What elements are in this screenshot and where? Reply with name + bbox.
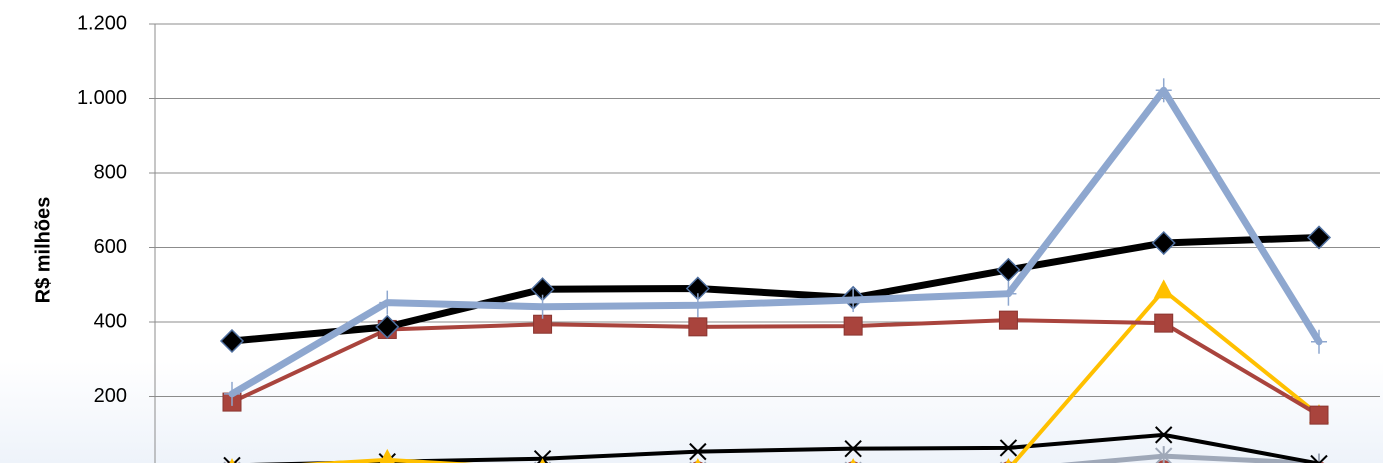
data-point-x-b	[1155, 426, 1173, 444]
data-point-square	[1154, 313, 1174, 333]
data-point-x-b	[232, 456, 241, 463]
data-point-diamond	[1306, 225, 1332, 250]
data-point-triangle	[229, 458, 235, 463]
data-point-triangle	[850, 458, 856, 463]
y-tick-label: 1.200	[77, 12, 127, 34]
y-tick-label: 800	[94, 161, 127, 183]
data-point-square	[688, 317, 708, 337]
y-tick-label: 400	[94, 310, 127, 332]
series-line-3	[228, 86, 1323, 398]
series-layer	[219, 78, 1332, 463]
data-point-x-a	[223, 456, 232, 463]
data-point-triangle	[695, 458, 701, 463]
data-point-triangle	[540, 458, 546, 463]
data-point-diamond	[996, 257, 1021, 282]
data-point-square	[843, 316, 863, 336]
series-line-1	[228, 233, 1323, 345]
data-point-square	[1309, 405, 1329, 425]
axes: 200 400 600 800 1.000 1.200	[77, 12, 156, 463]
data-point-square	[998, 310, 1018, 330]
y-tick-label: 1.000	[77, 87, 127, 109]
data-point-triangle	[1005, 458, 1011, 463]
y-tick-label: 600	[94, 236, 127, 258]
series-1	[219, 225, 1332, 354]
series-2	[222, 310, 1329, 425]
data-point-x-b	[844, 439, 862, 458]
data-point-x-b	[689, 442, 707, 461]
data-point-x-b	[999, 439, 1018, 457]
series-line-2	[230, 318, 1321, 418]
y-tick-label: 200	[94, 385, 127, 407]
data-point-diamond	[1151, 230, 1176, 256]
series-3	[224, 78, 1327, 406]
data-point-triangle	[379, 448, 395, 463]
data-point-x-b	[1318, 454, 1328, 463]
series-line-7	[1060, 453, 1322, 463]
data-point-x-a	[1310, 454, 1320, 463]
data-point-diamond	[219, 328, 245, 354]
y-axis-title: R$ milhões	[32, 197, 54, 304]
series-line-4	[300, 288, 1321, 463]
data-point-triangle	[1153, 279, 1174, 299]
data-point-diamond	[375, 314, 400, 339]
